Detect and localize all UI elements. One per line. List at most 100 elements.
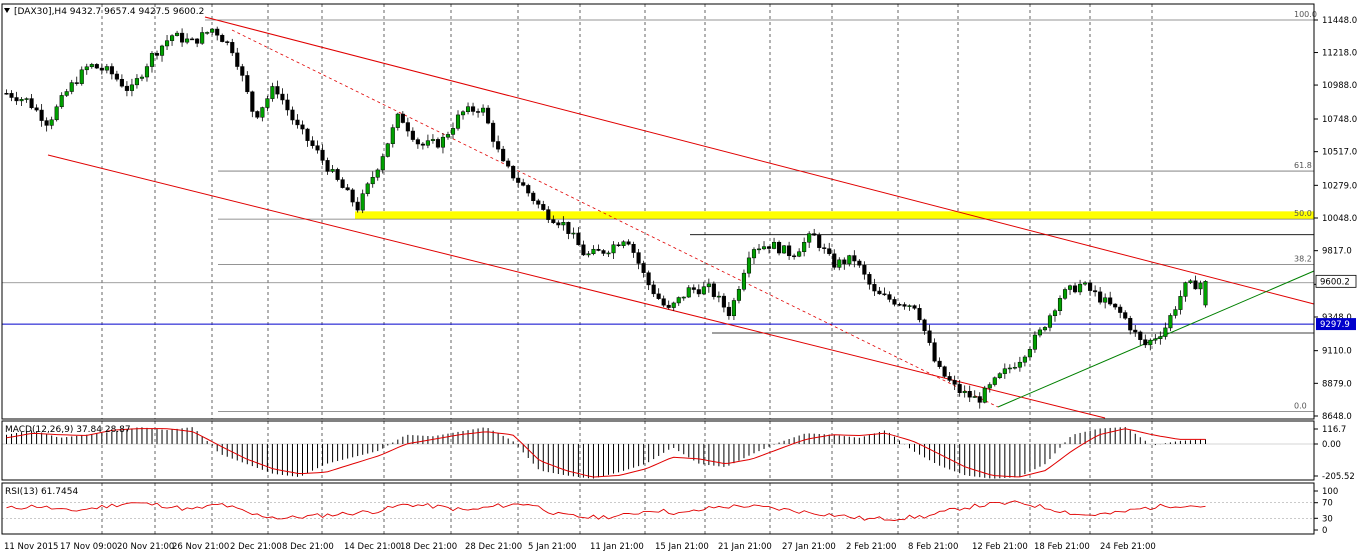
candle-body (917, 308, 922, 321)
candle-body (84, 66, 89, 71)
channel-median-line (231, 29, 999, 408)
candle-body (1042, 327, 1048, 331)
candle-body (696, 289, 701, 295)
x-tick-label: 12 Feb 21:00 (972, 542, 1028, 552)
candle-body (761, 246, 767, 250)
candle-body (912, 305, 917, 309)
candle-body (706, 283, 711, 288)
candle-body (325, 160, 330, 172)
candle-body (175, 32, 180, 36)
resistance-zone-band (355, 211, 1314, 220)
candle-body (817, 234, 822, 248)
candle-body (947, 376, 952, 381)
candle-body (1188, 280, 1193, 283)
candle-body (476, 111, 481, 113)
candle-body (220, 34, 225, 42)
candle-body (104, 66, 109, 71)
candle-body (701, 286, 706, 295)
candle-body (14, 97, 19, 102)
candle-body (385, 143, 390, 157)
y-tick-label: 11218.0 (1322, 49, 1357, 59)
candle-body (1148, 339, 1153, 346)
candle-body (290, 109, 295, 121)
candle-body (666, 304, 671, 308)
candle-body (907, 305, 912, 307)
candle-body (79, 69, 84, 84)
candle-body (787, 245, 792, 257)
fib-level-label: 50.0 (1294, 209, 1312, 218)
candle-body (491, 122, 496, 142)
y-tick-label: 10517.0 (1322, 148, 1357, 158)
x-tick-label: 28 Dec 21:00 (465, 542, 522, 552)
candle-body (1037, 329, 1042, 336)
candle-body (857, 260, 862, 266)
candle-body (952, 380, 957, 385)
candle-body (1138, 331, 1143, 340)
candle-body (606, 252, 611, 255)
y-tick-label: 10048.0 (1322, 214, 1357, 224)
candle-body (460, 111, 466, 116)
candle-body (59, 95, 64, 108)
candle-body (310, 140, 315, 146)
candle-body (1012, 366, 1017, 369)
candle-body (400, 113, 405, 123)
candle-body (561, 222, 566, 226)
rsi-label: RSI(13) 61.7454 (5, 487, 78, 497)
candle-body (1133, 329, 1138, 333)
candle-body (1088, 282, 1093, 291)
candle-body (651, 284, 656, 295)
candle-body (370, 177, 375, 185)
candle-body (1113, 303, 1118, 308)
candle-body (64, 91, 69, 96)
macd-y-tick-label: 116.7 (1322, 425, 1346, 435)
candle-body (1118, 306, 1123, 313)
candle-body (295, 119, 300, 126)
candle-body (1017, 361, 1022, 368)
candle-body (19, 99, 24, 102)
dropdown-arrow-icon[interactable] (4, 8, 10, 13)
chart-header: [DAX30],H4 9432.7 9657.4 9427.5 9600.2 (14, 7, 204, 17)
candle-body (501, 148, 506, 162)
candle-body (586, 253, 591, 256)
candle-body (225, 41, 230, 43)
candle-body (230, 42, 235, 54)
candle-body (852, 255, 857, 262)
candle-body (1073, 285, 1078, 293)
candle-body (782, 245, 787, 254)
candle-body (892, 299, 897, 305)
candle-body (902, 304, 907, 307)
candle-body (957, 384, 962, 394)
candle-body (681, 296, 686, 299)
candle-body (967, 390, 972, 398)
macd-label: MACD(12,26,9) 37.84 28.87 (5, 425, 131, 435)
candle-body (410, 130, 415, 140)
candle-body (69, 82, 74, 92)
candle-body (280, 93, 285, 101)
channel-lower-line (47, 154, 1106, 419)
candle-body (89, 64, 94, 68)
candle-body (109, 66, 114, 75)
candle-body (862, 264, 867, 275)
candle-body (435, 139, 440, 148)
candle-body (445, 134, 451, 138)
candle-body (827, 248, 832, 255)
rsi-y-tick-label: 100 (1322, 487, 1338, 497)
candle-body (546, 209, 551, 220)
candle-body (481, 107, 486, 113)
candle-body (430, 139, 435, 141)
rsi-panel-frame (1, 482, 1315, 535)
candle-body (1007, 367, 1012, 370)
fib-level-label: 38.2 (1294, 254, 1312, 263)
candle-body (300, 124, 305, 130)
candle-body (626, 241, 631, 245)
x-tick-label: 14 Dec 21:00 (344, 542, 401, 552)
candle-body (149, 53, 155, 67)
y-tick-label: 8879.0 (1322, 379, 1352, 389)
candle-body (170, 35, 175, 41)
candle-body (240, 66, 245, 76)
macd-panel: MACD(12,26,9) 37.84 28.87 (2, 425, 1314, 479)
candle-body (832, 253, 837, 268)
rsi-y-tick-label: 0 (1322, 526, 1327, 536)
